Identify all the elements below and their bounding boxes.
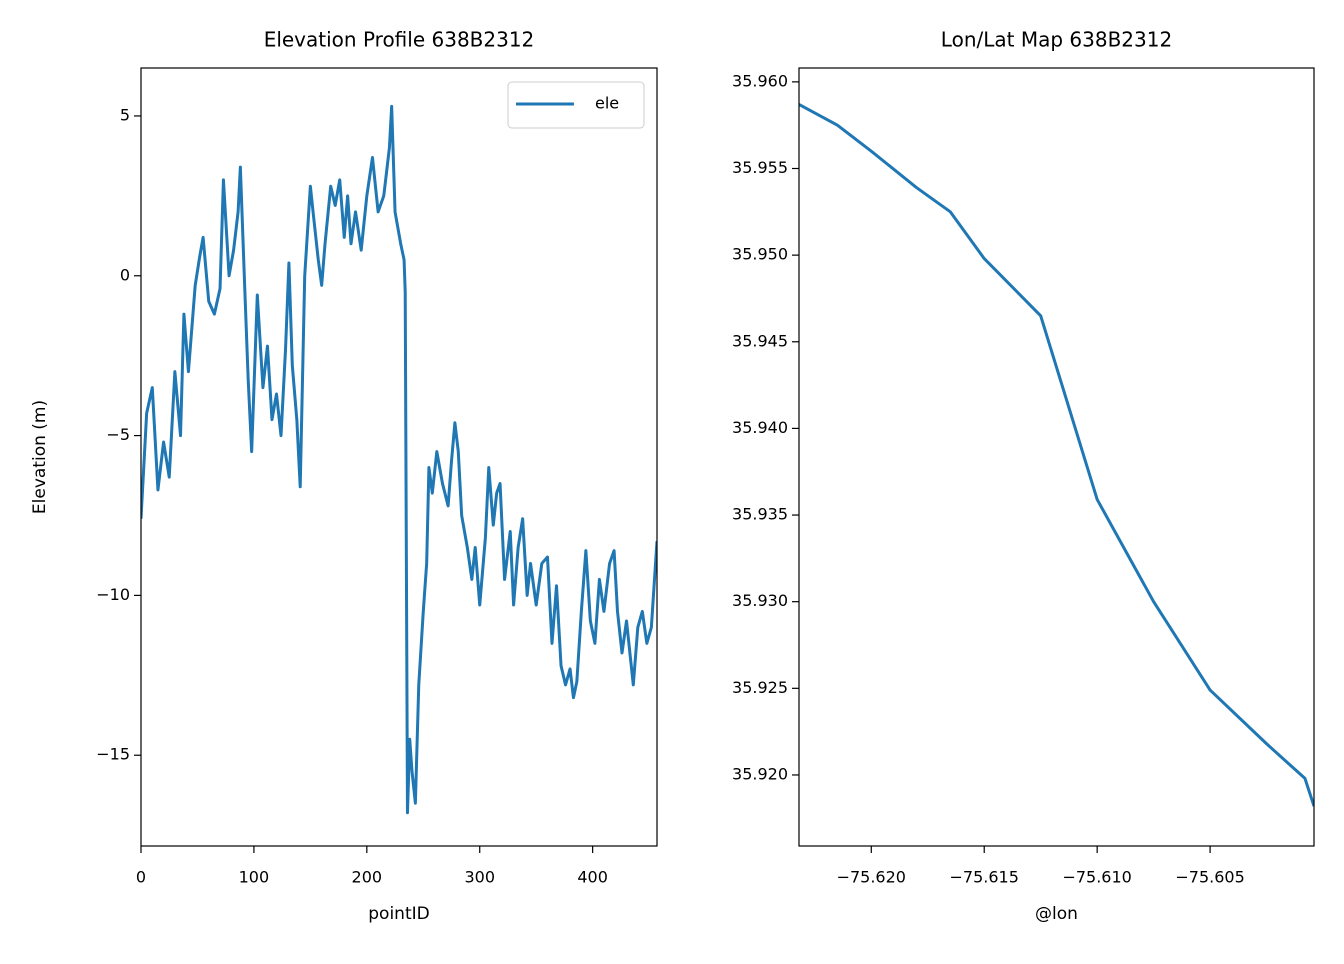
data-line bbox=[799, 103, 1314, 807]
plot-frame bbox=[140, 67, 658, 847]
data-line bbox=[141, 104, 657, 815]
x-tick-label: 0 bbox=[136, 868, 146, 887]
y-tick-label: 35.950 bbox=[732, 245, 788, 264]
x-tick-label: −75.620 bbox=[837, 868, 906, 887]
y-tick-label: 35.920 bbox=[732, 764, 788, 783]
y-tick-label: 0 bbox=[120, 265, 130, 284]
y-tick-label: 35.940 bbox=[732, 418, 788, 437]
y-axis-label: Elevation (m) bbox=[30, 400, 50, 514]
chart-title: Lon/Lat Map 638B2312 bbox=[941, 28, 1172, 52]
y-tick-label: −10 bbox=[96, 585, 130, 604]
chart-title: Elevation Profile 638B2312 bbox=[264, 28, 535, 52]
x-axis-label: @lon bbox=[1035, 904, 1078, 924]
x-tick-label: 100 bbox=[239, 868, 270, 887]
y-tick-label: 35.930 bbox=[732, 591, 788, 610]
y-tick-label: 35.960 bbox=[732, 71, 788, 90]
x-tick-label: −75.610 bbox=[1062, 868, 1131, 887]
x-tick-label: 400 bbox=[577, 868, 608, 887]
legend-box bbox=[507, 81, 645, 129]
y-tick-label: 35.945 bbox=[732, 331, 788, 350]
legend-label: ele bbox=[595, 94, 619, 113]
y-tick-label: 35.955 bbox=[732, 158, 788, 177]
x-tick-label: 300 bbox=[464, 868, 495, 887]
y-tick-label: 35.925 bbox=[732, 678, 788, 697]
x-tick-label: 200 bbox=[352, 868, 383, 887]
y-tick-label: 5 bbox=[120, 105, 130, 124]
y-tick-label: 35.935 bbox=[732, 505, 788, 524]
x-tick-label: −75.605 bbox=[1175, 868, 1244, 887]
y-tick-label: −15 bbox=[96, 745, 130, 764]
y-tick-label: −5 bbox=[106, 425, 130, 444]
x-axis-label: pointID bbox=[368, 904, 429, 924]
x-tick-label: −75.615 bbox=[950, 868, 1019, 887]
plot-frame bbox=[798, 67, 1315, 847]
